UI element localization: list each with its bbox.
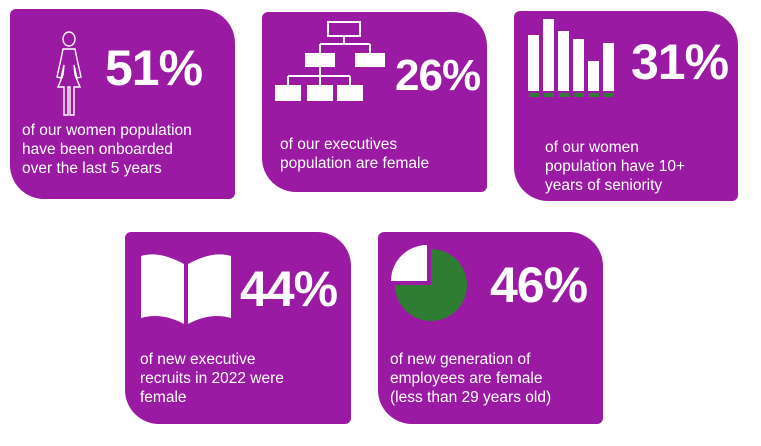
description-line: have been onboarded — [22, 141, 173, 158]
description-line: employees are female — [390, 370, 543, 387]
description-line: recruits in 2022 were — [140, 370, 284, 387]
description-line: population have 10+ — [545, 158, 686, 175]
stat-card-women-seniority: 31% of our women population have 10+ yea… — [514, 11, 738, 201]
description-line: of our women population — [22, 122, 192, 139]
stat-percent: 44% — [240, 261, 338, 317]
pie-chart-icon — [391, 245, 467, 321]
description-line: years of seniority — [545, 177, 663, 194]
stat-percent: 26% — [395, 51, 481, 100]
stat-percent: 46% — [490, 257, 588, 313]
description-line: of our executives — [280, 136, 398, 153]
stat-percent: 51% — [105, 40, 203, 96]
stat-card-executive-recruits: 44% of new executive recruits in 2022 we… — [125, 232, 351, 424]
description-line: of new generation of — [390, 351, 531, 368]
description-line: female — [140, 389, 187, 406]
description-line: of new executive — [140, 351, 256, 368]
stat-description: of our women population have been onboar… — [22, 121, 192, 178]
stat-percent: 31% — [631, 34, 729, 90]
org-chart-icon — [275, 21, 385, 101]
woman-icon — [56, 31, 82, 116]
open-book-icon — [141, 254, 231, 324]
stat-card-female-executives: 26% of our executives population are fem… — [262, 12, 487, 192]
stat-description: of new generation of employees are femal… — [390, 350, 551, 407]
stat-card-women-onboarded: 51% of our women population have been on… — [10, 9, 235, 199]
stat-description: of our women population have 10+ years o… — [545, 138, 685, 195]
description-line: over the last 5 years — [22, 160, 162, 177]
bar-chart-icon — [528, 19, 614, 97]
stat-card-new-generation: 46% of new generation of employees are f… — [378, 232, 603, 424]
description-line: of our women — [545, 139, 639, 156]
stat-description: of new executive recruits in 2022 were f… — [140, 350, 284, 407]
stat-description: of our executives population are female — [280, 135, 429, 173]
description-line: population are female — [280, 155, 430, 172]
description-line: (less than 29 years old) — [390, 389, 552, 406]
